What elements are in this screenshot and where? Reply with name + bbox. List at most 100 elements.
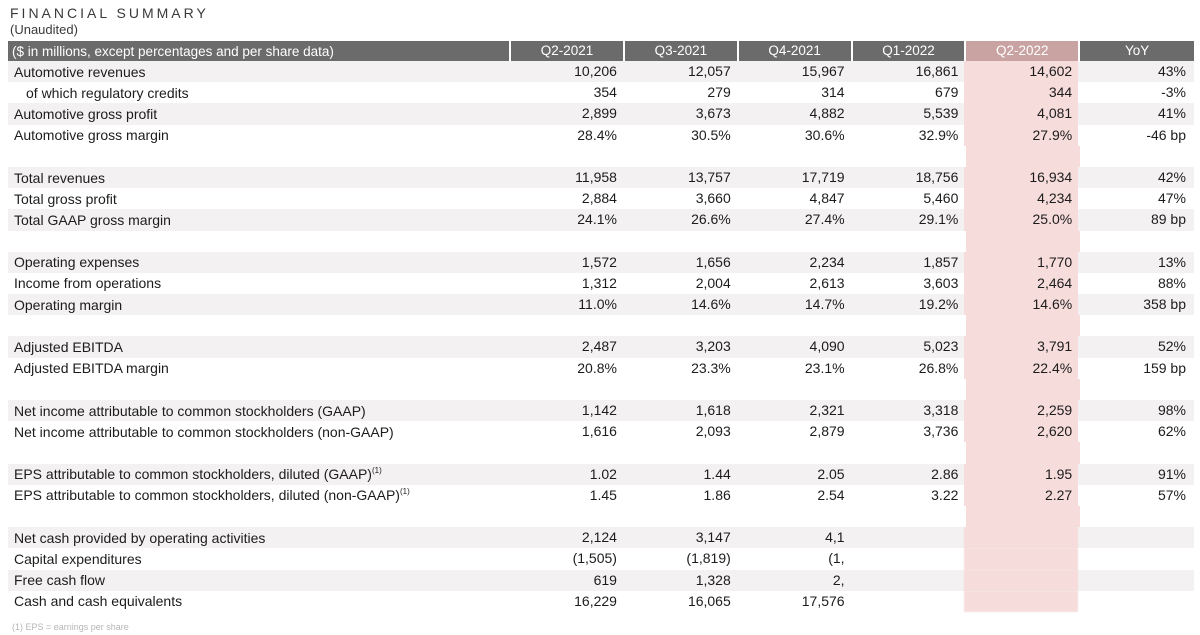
table-body: Automotive revenues 10,206 12,057 15,967 16,…: [8, 61, 1194, 612]
page-title: FINANCIAL SUMMARY: [10, 5, 209, 21]
cell-q2-2021: 1.45: [589, 486, 617, 503]
cell-q1-2022: 19.2%: [918, 296, 959, 313]
cell-q2-2022: 3,791: [964, 336, 1079, 358]
table-row: of which regulatory credits 354 279 314 679 3…: [8, 82, 1194, 104]
column-header-q2-2022: Q2-2022: [964, 41, 1079, 61]
cell-q3-2021: 3,203: [695, 338, 731, 355]
cell-q4-2021: 2,: [832, 571, 845, 588]
cell-q1-2022: [851, 527, 965, 548]
column-header-q3-2021: Q3-2021: [622, 41, 737, 61]
cell-q2-2021: 1.02: [589, 465, 617, 482]
cell-q3-2021: 1.44: [703, 465, 731, 482]
cell-q3-2021: 279: [707, 84, 731, 101]
cell-yoy: 57%: [1157, 486, 1187, 503]
cell-q2-2022: [964, 548, 1079, 570]
cell-yoy: 98%: [1157, 402, 1187, 418]
row-label: Net income attributable to common stockh…: [14, 402, 366, 419]
cell-q2-2022: 14.6%: [964, 294, 1079, 316]
cell-q3-2021: 26.6%: [691, 211, 731, 228]
table-row: Cash and cash equivalents 16,229 16,065 17,…: [8, 590, 1194, 612]
section-spacer: [8, 145, 1194, 167]
cell-yoy: 358 bp: [1143, 296, 1187, 313]
cell-q4-2021: 23.1%: [804, 359, 845, 376]
cell-q3-2021: 1.86: [703, 486, 731, 503]
cell-q3-2021: 3,673: [695, 105, 731, 122]
cell-q1-2022: 5,023: [923, 338, 959, 355]
cell-q1-2022: 32.9%: [918, 126, 959, 143]
section-spacer: [8, 315, 1194, 337]
cell-q4-2021: 17,719: [801, 168, 845, 185]
cell-q2-2022: [964, 527, 1079, 549]
row-label: Free cash flow: [14, 572, 106, 589]
table-row: Automotive revenues 10,206 12,057 15,967 16,…: [8, 61, 1194, 83]
row-label: Adjusted EBITDA: [14, 339, 123, 356]
row-label: Automotive gross margin: [14, 127, 169, 144]
cell-q2-2021: 20.8%: [577, 359, 617, 376]
table-row: Net cash provided by operating activitie…: [8, 527, 1194, 549]
column-header-q2-2021: Q2-2021: [509, 41, 623, 61]
cell-q2-2021: 1,142: [581, 402, 617, 418]
cell-q1-2022: 3.22: [931, 486, 959, 503]
cell-q4-2021: 2.54: [817, 486, 845, 503]
footnote-marker: (1): [399, 487, 410, 497]
cell-q3-2021: 16,065: [687, 592, 731, 609]
row-label: EPS attributable to common stockholders,…: [14, 466, 382, 483]
cell-q2-2022: 1.95: [964, 463, 1079, 485]
cell-q2-2022: 27.9%: [964, 124, 1079, 146]
cell-q3-2021: 2,004: [695, 274, 731, 291]
cell-q1-2022: 26.8%: [918, 359, 959, 376]
section-spacer: [8, 230, 1194, 252]
table-row: Automotive gross margin 28.4% 30.5% 30.6% 32…: [8, 124, 1194, 146]
cell-q1-2022: [851, 570, 965, 591]
cell-q1-2022: 29.1%: [918, 211, 959, 228]
cell-q1-2022: 5,460: [923, 190, 959, 207]
cell-q2-2021: 2,487: [581, 338, 617, 355]
table-row: EPS attributable to common stockholders,…: [8, 463, 1194, 485]
row-label: Automotive gross profit: [14, 105, 158, 122]
cell-q2-2021: 10,206: [574, 63, 617, 79]
footnote-marker: (1): [371, 466, 382, 476]
cell-yoy: 13%: [1157, 253, 1187, 270]
cell-q2-2021: 28.4%: [577, 126, 617, 143]
cell-q3-2021: 1,328: [695, 571, 731, 588]
cell-q2-2021: 1,572: [581, 253, 617, 270]
cell-q3-2021: (1,819): [686, 550, 731, 567]
row-label: Total gross profit: [14, 190, 117, 207]
column-header-q4-2021: Q4-2021: [736, 41, 851, 61]
cell-q1-2022: 5,539: [923, 105, 959, 122]
cell-q2-2021: 24.1%: [577, 211, 617, 228]
cell-q2-2022: [964, 569, 1079, 591]
row-label: Operating expenses: [14, 254, 140, 271]
cell-yoy: -46 bp: [1146, 126, 1187, 143]
cell-q2-2022: 2,464: [964, 272, 1079, 295]
column-header-yoy: YoY: [1078, 41, 1194, 61]
cell-yoy: 91%: [1157, 465, 1187, 482]
cell-yoy: 88%: [1157, 274, 1187, 291]
cell-q4-2021: 4,847: [809, 190, 845, 207]
cell-q4-2021: (1,: [828, 550, 845, 567]
cell-q2-2022: 1,770: [964, 251, 1079, 273]
table-row: Income from operations 1,312 2,004 2,613 3,6…: [8, 272, 1194, 295]
row-label: Capital expenditures: [14, 550, 142, 567]
financial-summary-table: ($ in millions, except percentages and p…: [8, 41, 1194, 612]
cell-q4-2021: 2,234: [809, 253, 845, 270]
footnote: (1) EPS = earnings per share: [12, 622, 129, 632]
cell-q3-2021: 23.3%: [691, 359, 731, 376]
row-label: Adjusted EBITDA margin: [14, 360, 169, 377]
cell-q4-2021: 15,967: [801, 63, 845, 79]
cell-q4-2021: 2,321: [809, 402, 845, 418]
cell-q2-2022: 22.4%: [964, 357, 1079, 379]
row-label: Automotive revenues: [14, 63, 146, 80]
table-row: Net income attributable to common stockh…: [8, 421, 1194, 443]
cell-q4-2021: 14.7%: [804, 296, 845, 313]
cell-q2-2021: 1,616: [581, 423, 617, 440]
table-row: Total gross profit 2,884 3,660 4,847 5,460 4,…: [8, 188, 1194, 210]
cell-q2-2022: [964, 590, 1079, 612]
cell-q1-2022: [851, 591, 965, 612]
cell-yoy: [1078, 527, 1194, 548]
cell-q1-2022: [851, 548, 965, 569]
cell-q3-2021: 13,757: [687, 168, 731, 185]
column-header-label: ($ in millions, except percentages and p…: [12, 43, 334, 59]
table-row: Automotive gross profit 2,899 3,673 4,882 5,…: [8, 103, 1194, 125]
cell-q2-2022: 25.0%: [964, 209, 1079, 231]
